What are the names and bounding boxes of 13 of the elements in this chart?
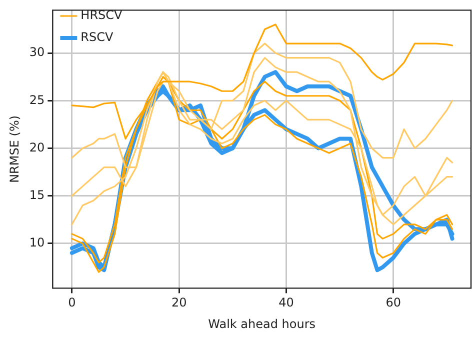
x-tick-label: 0 xyxy=(68,296,76,310)
legend-label: RSCV xyxy=(80,30,114,44)
y-axis-title: NRMSE (%) xyxy=(7,115,22,183)
y-tick-label: 15 xyxy=(29,188,45,202)
x-tick-label: 20 xyxy=(171,296,187,310)
y-tick-label: 30 xyxy=(29,45,45,60)
x-tick-label: 60 xyxy=(386,296,401,310)
y-tick-label: 10 xyxy=(29,236,45,250)
x-tick-label: 40 xyxy=(278,296,294,310)
x-axis-title: Walk ahead hours xyxy=(208,316,316,331)
legend-label: HRSCV xyxy=(80,8,124,22)
y-tick-label: 20 xyxy=(29,140,45,154)
y-tick-label: 25 xyxy=(29,92,45,107)
